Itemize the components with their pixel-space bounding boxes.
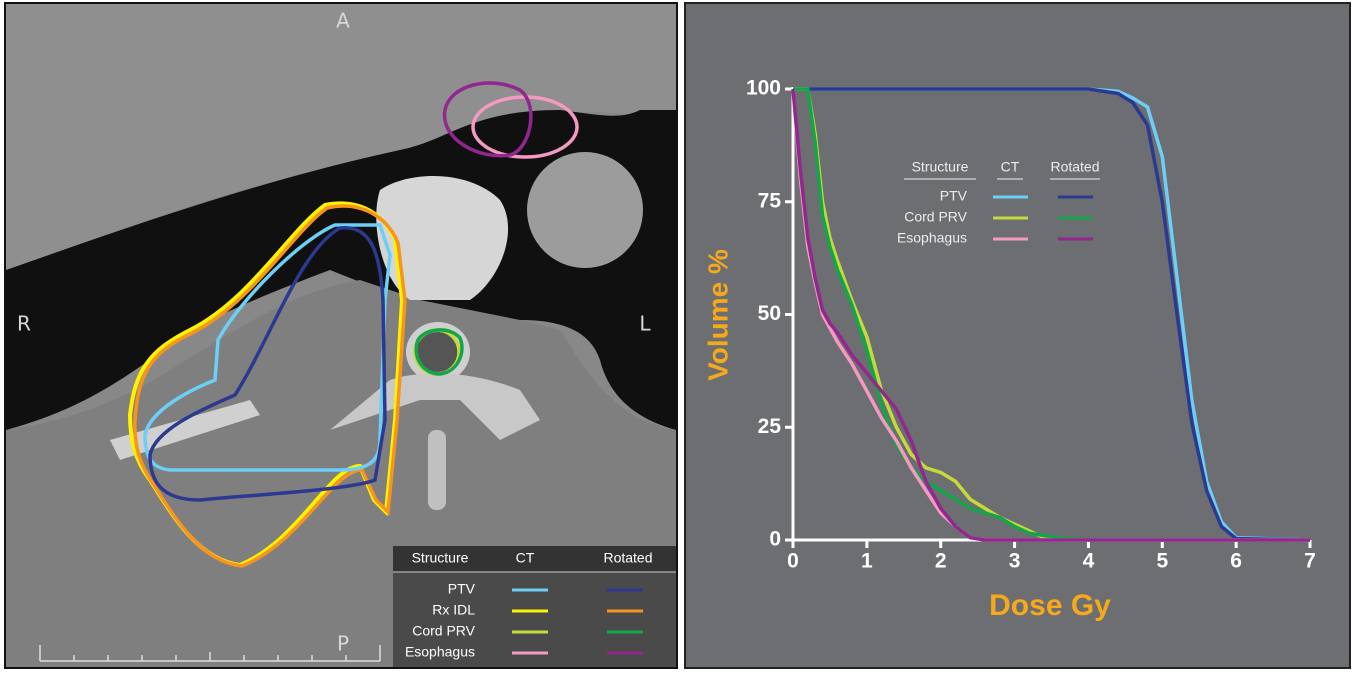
legend-label: Cord PRV <box>904 209 967 225</box>
legend-header: Structure <box>912 159 969 175</box>
legend-header: CT <box>1001 159 1020 175</box>
x-tick-label: 1 <box>861 550 873 573</box>
ct-image: A P R L <box>6 4 676 667</box>
legend-header: CT <box>516 550 535 566</box>
x-tick-label: 3 <box>1009 550 1021 573</box>
legend-label: Esophagus <box>405 644 475 660</box>
legend-header: Rotated <box>1050 159 1099 175</box>
x-tick-label: 5 <box>1156 550 1168 573</box>
x-tick-label: 4 <box>1083 550 1095 573</box>
figure: A P R L Structure CT Rotated PTV Rx IDL Cord … <box>0 0 1355 671</box>
x-tick-label: 0 <box>787 550 799 573</box>
legend-header: Rotated <box>603 550 652 566</box>
x-tick-label: 2 <box>935 550 947 573</box>
legend-label: Cord PRV <box>412 623 475 639</box>
y-axis-title: Volume % <box>702 249 733 381</box>
orientation-label: R <box>17 312 31 336</box>
x-tick-label: 7 <box>1304 550 1316 573</box>
y-tick-label: 0 <box>769 528 781 551</box>
orientation-label: A <box>336 9 350 33</box>
y-tick-label: 25 <box>758 415 782 438</box>
x-axis-title: Dose Gy <box>989 589 1111 622</box>
legend-label: PTV <box>940 188 968 204</box>
y-tick-label: 50 <box>758 302 781 325</box>
y-tick-label: 75 <box>758 189 782 212</box>
y-tick-label: 100 <box>746 77 781 100</box>
legend-label: PTV <box>448 581 476 597</box>
x-tick-label: 6 <box>1230 550 1242 573</box>
legend-header: Structure <box>412 550 469 566</box>
orientation-label: P <box>337 632 349 656</box>
legend-label: Esophagus <box>897 230 967 246</box>
legend-label: Rx IDL <box>432 602 475 618</box>
orientation-label: L <box>639 312 651 336</box>
